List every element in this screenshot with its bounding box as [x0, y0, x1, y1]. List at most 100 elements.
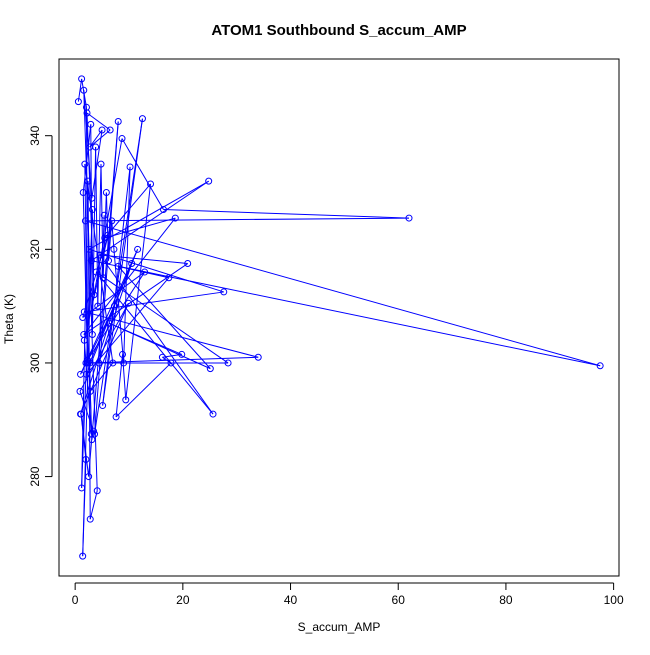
data-point: [80, 86, 88, 94]
data-point: [209, 410, 217, 418]
data-point: [85, 473, 93, 481]
y-axis-label: Theta (K): [2, 294, 16, 344]
data-point: [109, 359, 117, 367]
data-point: [88, 194, 96, 202]
series-segment: [102, 118, 143, 406]
series-segment: [89, 129, 111, 148]
series-segment: [83, 235, 109, 341]
data-point: [224, 359, 232, 367]
data-point: [97, 160, 105, 168]
data-point: [165, 274, 173, 282]
data-point: [126, 163, 134, 171]
plot-frame: [58, 58, 620, 577]
data-point: [141, 268, 149, 276]
data-point: [405, 214, 413, 222]
series-segment: [99, 254, 188, 265]
series-segment: [81, 181, 89, 488]
series-segment: [125, 183, 152, 400]
data-point: [85, 245, 93, 253]
data-point: [86, 143, 94, 151]
series-segment: [98, 263, 133, 364]
data-point: [110, 245, 118, 253]
axes-layer: 0 20 40 60 80 100 280 300 320 340: [28, 58, 624, 607]
data-point: [96, 251, 104, 259]
data-point: [171, 214, 179, 222]
series-layer: [74, 75, 604, 560]
data-point: [87, 257, 95, 265]
series-segment: [77, 78, 83, 102]
data-point: [78, 484, 86, 492]
x-tick-label: 80: [499, 593, 513, 607]
series-segment: [108, 220, 113, 261]
data-point: [93, 487, 101, 495]
data-point: [87, 120, 95, 128]
series-segment: [83, 217, 176, 335]
series-segment: [82, 271, 145, 318]
data-point: [81, 217, 89, 225]
x-tick-label: 20: [176, 593, 190, 607]
data-point: [80, 308, 88, 316]
series-segment: [118, 265, 169, 279]
series-segment: [121, 138, 164, 210]
series-segment: [122, 354, 127, 400]
data-point: [102, 189, 110, 197]
data-point: [119, 350, 127, 358]
data-point: [79, 189, 87, 197]
data-point: [80, 336, 88, 344]
data-point: [100, 211, 108, 219]
data-point: [114, 117, 122, 125]
data-point: [184, 260, 192, 268]
series-segment: [94, 118, 143, 435]
series-segment: [86, 112, 111, 131]
data-point: [83, 109, 91, 117]
data-point: [106, 126, 114, 134]
data-point: [77, 370, 85, 378]
y-tick-label: 340: [28, 125, 42, 145]
series-segment: [91, 260, 601, 367]
series-segment: [91, 129, 103, 199]
data-point: [128, 260, 136, 268]
series-segment: [95, 271, 229, 364]
data-point: [134, 245, 142, 253]
data-point: [205, 177, 213, 185]
data-point: [105, 257, 113, 265]
data-point: [76, 387, 84, 395]
data-point: [206, 365, 214, 373]
chart-title: ATOM1 Southbound S_accum_AMP: [211, 22, 466, 39]
data-point: [122, 396, 130, 404]
series-segment: [89, 362, 114, 392]
data-point: [178, 350, 186, 358]
data-point: [105, 319, 113, 327]
data-point: [98, 126, 106, 134]
series-segment: [104, 183, 151, 239]
series-segment: [98, 215, 105, 363]
series-segment: [162, 356, 172, 364]
data-point: [110, 302, 118, 310]
series-segment: [91, 180, 209, 262]
data-point: [84, 177, 92, 185]
series-segment: [82, 124, 92, 193]
series-segment: [80, 249, 139, 375]
series-segment: [99, 254, 214, 415]
data-point: [82, 456, 90, 464]
data-point: [88, 436, 96, 444]
data-point: [74, 98, 82, 106]
data-point: [92, 268, 100, 276]
data-point: [79, 552, 87, 560]
x-axis-label: S_accum_AMP: [298, 620, 381, 634]
series-segment: [97, 164, 102, 307]
data-point: [147, 180, 155, 188]
data-point: [95, 359, 103, 367]
data-point: [99, 402, 107, 410]
series-segment: [93, 138, 123, 295]
data-point: [167, 359, 175, 367]
y-tick-label: 300: [28, 353, 42, 373]
series-segment: [163, 209, 410, 219]
data-point: [86, 359, 94, 367]
data-point: [220, 288, 228, 296]
data-point: [87, 430, 95, 438]
series-segment: [104, 217, 176, 239]
series-segment: [84, 291, 224, 313]
data-point: [596, 362, 604, 370]
